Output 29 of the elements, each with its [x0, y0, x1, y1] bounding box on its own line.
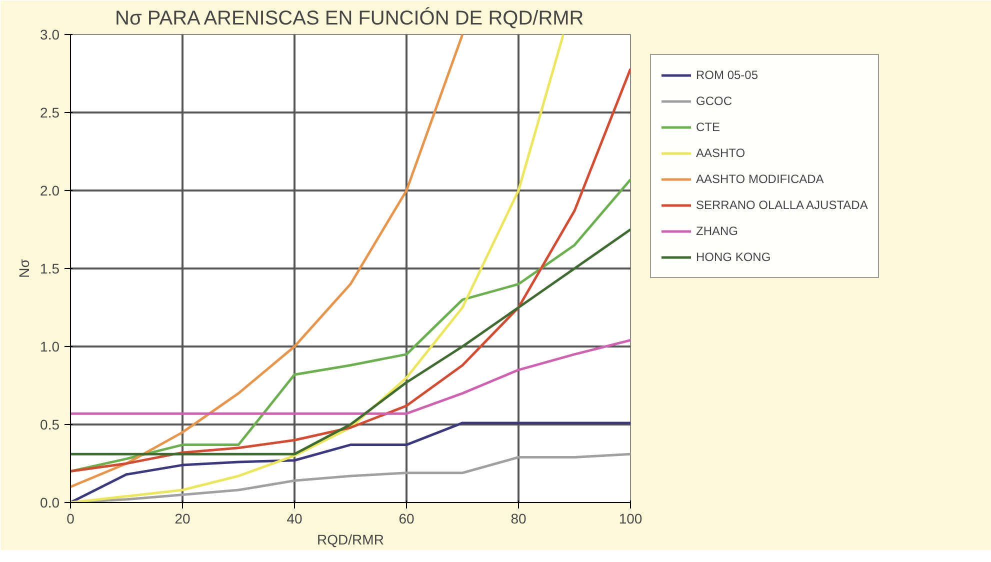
x-tick-label: 80: [510, 510, 526, 526]
line-series: [70, 68, 630, 473]
legend-label: SERRANO OLALLA AJUSTADA: [696, 198, 868, 212]
legend-label: HONG KONG: [696, 250, 771, 264]
line-series: [70, 228, 630, 456]
x-tick-label: 60: [398, 510, 414, 526]
y-tick-label: 2.0: [40, 182, 60, 198]
x-tick-label: 100: [618, 510, 642, 526]
y-tick-label: 1.5: [40, 260, 60, 276]
y-tick-label: 0.0: [40, 494, 60, 510]
chart-title: Nσ PARA ARENISCAS EN FUNCIÓN DE RQD/RMR: [115, 6, 584, 30]
x-tick-label: 0: [66, 510, 75, 526]
legend-label: ROM 05-05: [696, 68, 758, 82]
line-series: [70, 34, 464, 488]
line-series: [70, 178, 630, 473]
x-axis-title: RQD/RMR: [317, 532, 384, 548]
legend-label: AASHTO: [696, 146, 746, 160]
y-tick-label: 3.0: [40, 26, 60, 42]
line-series: [70, 339, 630, 415]
y-tick-label: 1.0: [40, 338, 60, 354]
x-tick-label: 40: [286, 510, 302, 526]
y-tick-label: 0.5: [40, 416, 60, 432]
legend-label: GCOC: [696, 94, 732, 108]
legend-label: AASHTO MODIFICADA: [696, 172, 824, 186]
y-tick-label: 2.5: [40, 104, 60, 120]
x-tick-label: 20: [174, 510, 190, 526]
legend-label: CTE: [696, 120, 720, 134]
legend-label: ZHANG: [696, 224, 738, 238]
y-axis-title: Nσ: [16, 258, 32, 278]
